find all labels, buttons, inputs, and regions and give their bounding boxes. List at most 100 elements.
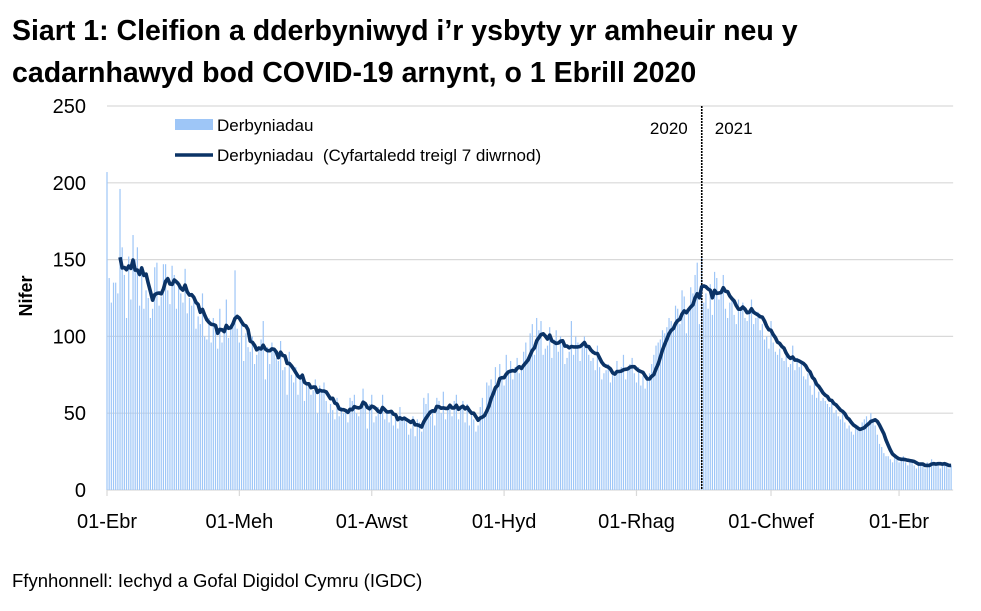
- bar: [381, 394, 384, 490]
- bar: [703, 302, 705, 490]
- bar: [208, 317, 210, 490]
- bar: [714, 271, 716, 490]
- bar: [238, 342, 240, 490]
- bar: [635, 382, 638, 490]
- bar: [796, 357, 798, 490]
- bar: [835, 410, 837, 490]
- bar: [457, 419, 460, 490]
- bar: [373, 422, 375, 490]
- bar: [453, 400, 455, 490]
- bar: [950, 465, 952, 490]
- bar: [355, 413, 358, 490]
- bar: [883, 453, 885, 490]
- bar: [470, 413, 473, 490]
- bar: [368, 403, 371, 490]
- bar: [670, 321, 672, 490]
- bar: [284, 367, 286, 490]
- bar: [230, 327, 232, 490]
- bar: [607, 364, 609, 490]
- bar: [896, 459, 898, 490]
- bar: [746, 321, 748, 490]
- bar: [570, 321, 572, 490]
- bar: [507, 373, 510, 490]
- bar: [792, 345, 794, 490]
- bar: [149, 317, 151, 490]
- bar: [217, 348, 219, 490]
- bar: [444, 419, 447, 490]
- bar: [763, 339, 766, 490]
- bar: [876, 434, 878, 490]
- bar: [603, 373, 605, 490]
- bar: [447, 410, 449, 490]
- bar: [718, 299, 720, 490]
- bar: [759, 330, 761, 490]
- bar: [518, 373, 520, 490]
- bar: [694, 274, 696, 490]
- bar: [744, 317, 746, 490]
- bar: [106, 172, 108, 490]
- bar: [902, 456, 904, 490]
- bar: [859, 431, 861, 490]
- bar: [143, 308, 145, 490]
- bar: [516, 357, 518, 490]
- bar: [553, 339, 555, 490]
- bar: [497, 382, 499, 490]
- bar: [306, 385, 308, 490]
- bar: [612, 373, 614, 490]
- bar: [260, 339, 262, 490]
- bar: [178, 281, 180, 490]
- bar: [529, 333, 531, 490]
- bar: [822, 397, 824, 490]
- bar: [201, 293, 204, 490]
- bar: [130, 299, 132, 490]
- bar: [852, 434, 855, 490]
- bar: [776, 354, 779, 490]
- bar: [629, 364, 631, 490]
- bar: [774, 351, 776, 490]
- bar: [729, 302, 731, 490]
- bar: [566, 357, 568, 490]
- bar: [477, 425, 479, 490]
- bar: [488, 385, 490, 490]
- bar: [425, 403, 427, 490]
- bar: [366, 428, 368, 490]
- bar: [863, 419, 865, 490]
- bar: [592, 357, 594, 490]
- bar-series: [106, 172, 952, 490]
- chart-title-line-2: cadarnhawyd bod COVID-19 arnynt, o 1 Ebr…: [12, 57, 697, 89]
- bar: [779, 348, 781, 490]
- bar: [384, 419, 386, 490]
- bar: [123, 274, 125, 490]
- bar: [410, 428, 412, 490]
- bar: [722, 274, 724, 490]
- bar: [540, 321, 542, 490]
- bar: [219, 308, 221, 490]
- chart-title-line-1: Siart 1: Cleifion a dderbyniwyd i’r ysby…: [12, 15, 798, 47]
- bar: [253, 364, 256, 490]
- bar: [787, 367, 789, 490]
- bar: [310, 394, 312, 490]
- bar: [850, 431, 852, 490]
- bar: [184, 268, 186, 490]
- bar: [685, 333, 687, 490]
- bar: [401, 419, 403, 490]
- bar: [681, 290, 683, 490]
- bar: [188, 298, 191, 490]
- bar: [939, 468, 941, 490]
- y-tick-label: 50: [64, 403, 86, 425]
- bar: [644, 388, 646, 490]
- bar: [492, 388, 494, 490]
- bar: [855, 428, 857, 490]
- bar: [299, 379, 301, 490]
- bar: [227, 337, 230, 490]
- bar: [510, 360, 512, 490]
- bar: [329, 403, 332, 490]
- bar: [922, 465, 924, 490]
- bar: [549, 327, 551, 490]
- bar: [913, 465, 915, 490]
- bar: [210, 342, 212, 490]
- bar: [805, 379, 807, 490]
- bar: [941, 465, 944, 490]
- bar: [247, 347, 249, 490]
- bar: [525, 342, 527, 490]
